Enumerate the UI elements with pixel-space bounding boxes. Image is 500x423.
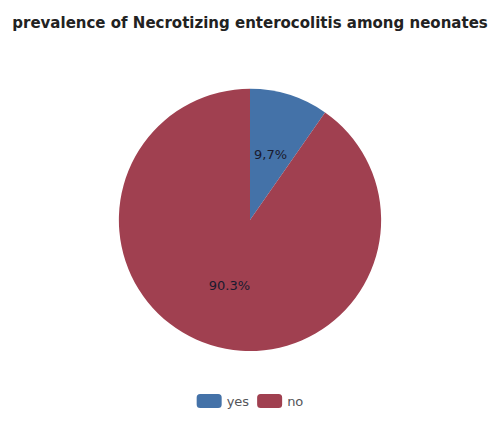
svg-text:90.3%: 90.3% xyxy=(209,278,250,293)
svg-text:prevalence of Necrotizing ente: prevalence of Necrotizing enterocolitis … xyxy=(12,14,488,32)
svg-text:yes: yes xyxy=(227,394,250,409)
svg-text:9,7%: 9,7% xyxy=(254,147,287,162)
svg-text:no: no xyxy=(287,394,303,409)
